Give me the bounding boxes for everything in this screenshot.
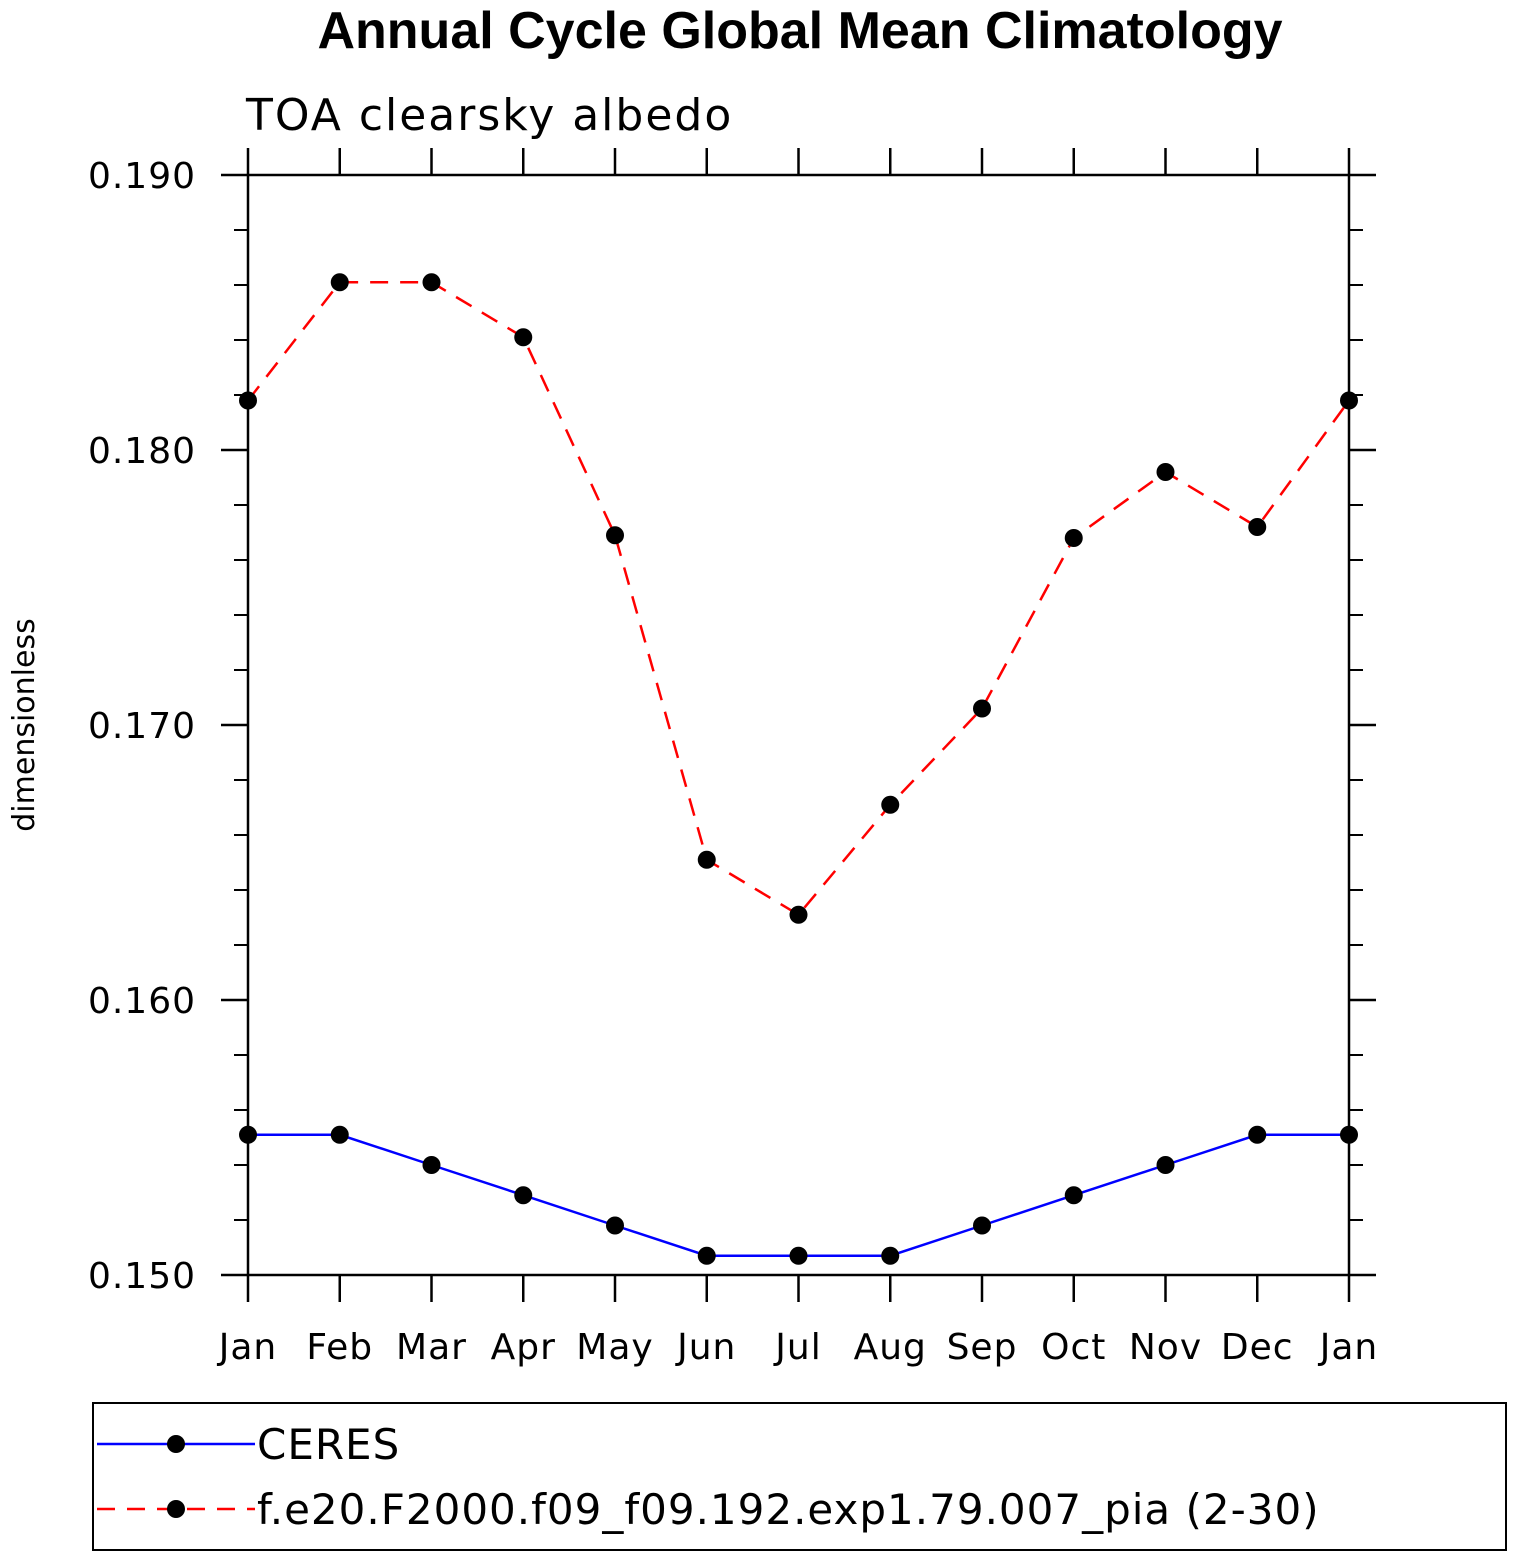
series-0-point	[330, 1125, 349, 1144]
series-1-point	[422, 273, 441, 292]
x-tick-label: Jan	[1318, 1327, 1379, 1368]
y-tick-label: 0.180	[88, 431, 196, 472]
x-tick-label: Jan	[217, 1327, 278, 1368]
series-layer	[239, 273, 1358, 1265]
y-tick-label: 0.150	[88, 1256, 196, 1297]
x-tick-label: Aug	[854, 1327, 927, 1368]
series-0-point	[789, 1246, 808, 1265]
legend-marker-model	[167, 1500, 185, 1518]
series-1-point	[1156, 463, 1175, 481]
y-tick-label: 0.160	[88, 981, 196, 1022]
series-1-point	[1064, 529, 1083, 547]
series-0-point	[881, 1246, 900, 1265]
y-axis-label: dimensionless	[7, 618, 42, 831]
x-tick-label: Oct	[1041, 1327, 1106, 1368]
x-tick-label: Apr	[491, 1327, 556, 1368]
series-1-point	[973, 699, 991, 718]
x-tick-label: May	[576, 1327, 653, 1368]
series-1-point	[239, 391, 257, 410]
legend-label-ceres: CERES	[257, 1420, 400, 1469]
series-1-point	[697, 850, 716, 869]
series-0-point	[697, 1246, 716, 1265]
legend-label-model: f.e20.F2000.f09_f09.192.exp1.79.007_pia …	[257, 1485, 1320, 1534]
series-0-point	[514, 1186, 533, 1205]
series-0-point	[239, 1125, 257, 1144]
series-line-1	[247, 281, 1351, 917]
series-0-point	[1064, 1186, 1083, 1205]
legend-marker-ceres	[167, 1435, 185, 1453]
series-0-point	[1156, 1156, 1175, 1174]
plot-frame	[246, 173, 1351, 1277]
x-tick-labels: Jan Feb Mar Apr May Jun Jul Aug Sep Oct Nov Dec Jan	[217, 1327, 1379, 1368]
y-tick-labels: 0.150 0.160 0.170 0.180 0.190	[88, 156, 196, 1297]
series-1-point	[881, 795, 900, 814]
x-tick-label: Nov	[1129, 1327, 1202, 1368]
x-tick-label: Feb	[306, 1327, 373, 1368]
y-tick-label: 0.190	[88, 156, 196, 197]
series-0-point	[422, 1156, 441, 1174]
x-tick-label: Sep	[947, 1327, 1018, 1368]
series-1-point	[1248, 518, 1267, 536]
series-0-point	[1248, 1125, 1267, 1144]
x-tick-label: Jun	[675, 1327, 736, 1368]
chart-title: Annual Cycle Global Mean Climatology	[317, 2, 1282, 60]
axis-ticks	[221, 148, 1376, 1302]
legend-box	[92, 1402, 1507, 1551]
series-0-point	[1340, 1125, 1358, 1144]
series-1-point	[514, 328, 533, 347]
x-tick-label: Jul	[773, 1327, 821, 1368]
series-0-point	[973, 1216, 991, 1235]
x-tick-label: Dec	[1221, 1327, 1294, 1368]
series-0-point	[606, 1216, 624, 1235]
series-1-point	[789, 905, 808, 924]
y-tick-label: 0.170	[88, 706, 196, 747]
series-line-0	[248, 1133, 1349, 1257]
legend: CERES f.e20.F2000.f09_f09.192.exp1.79.00…	[92, 1402, 1507, 1551]
series-1-point	[330, 273, 349, 292]
x-tick-label: Mar	[396, 1327, 467, 1368]
series-1-point	[606, 526, 624, 545]
chart-subtitle: TOA clearsky albedo	[245, 90, 733, 141]
series-1-point	[1340, 391, 1358, 410]
